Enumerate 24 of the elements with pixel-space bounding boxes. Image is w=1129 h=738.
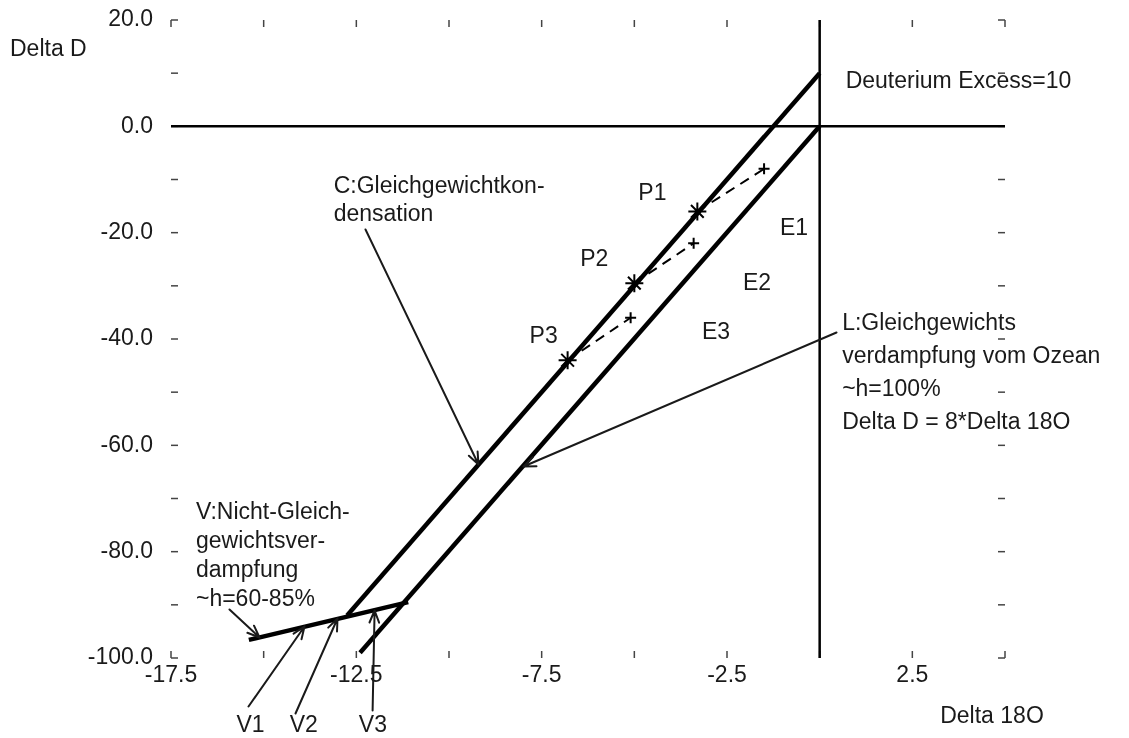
y-tick-label: -40.0 xyxy=(100,324,153,351)
annotation: C:Gleichgewichtkon- densation xyxy=(333,172,545,227)
annotation: L:Gleichgewichts verdampfung vom Ozean ~h=100% Delta D = 8*Delta 18O xyxy=(842,308,1101,434)
annotation: V3 xyxy=(358,711,387,738)
annotation: P1 xyxy=(638,178,667,205)
x-axis-title: Delta 18O xyxy=(940,702,1044,728)
annotation: E2 xyxy=(742,269,772,296)
y-tick-label: 20.0 xyxy=(108,5,153,32)
x-tick-label: -2.5 xyxy=(707,661,747,688)
annotation: V1 xyxy=(236,710,265,737)
y-tick-label: 0.0 xyxy=(121,111,153,138)
annotation: E1 xyxy=(779,214,809,241)
annotation: P2 xyxy=(580,244,609,271)
annotation: V2 xyxy=(289,710,318,737)
annotation: Deuterium Excess=10 xyxy=(845,67,1072,94)
y-axis-title: Delta D xyxy=(10,35,87,62)
annotation: V:Nicht-Gleich- gewichtsver- dampfung ~h=60-85% xyxy=(195,498,350,612)
x-tick-label: 2.5 xyxy=(896,661,929,688)
x-tick-label: -7.5 xyxy=(521,661,562,688)
y-tick-label: -60.0 xyxy=(100,430,153,457)
y-tick-label: -20.0 xyxy=(100,218,153,245)
annotation: P3 xyxy=(529,321,558,348)
y-tick-label: -80.0 xyxy=(100,537,153,564)
annotation: E3 xyxy=(701,318,731,345)
